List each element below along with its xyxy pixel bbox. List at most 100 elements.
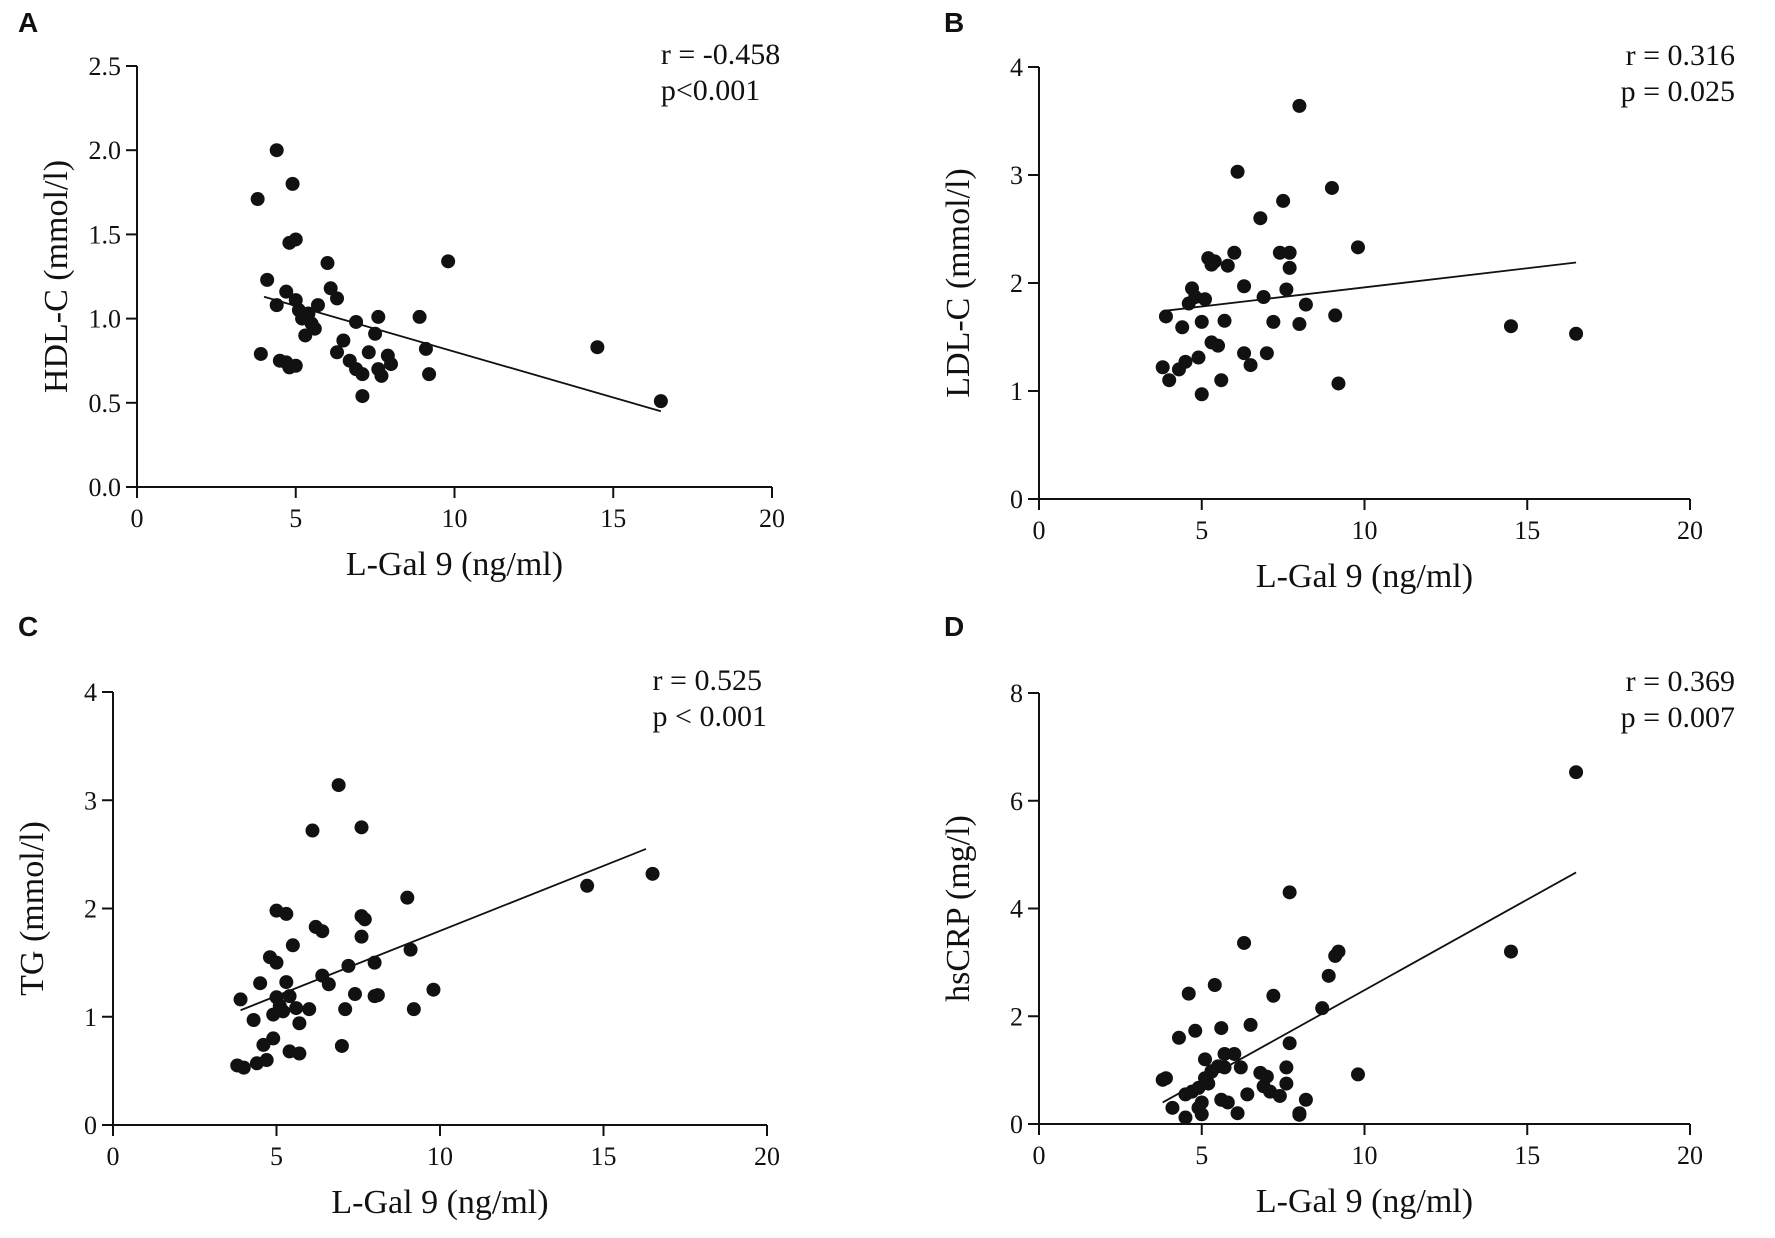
data-point: [233, 992, 248, 1007]
data-point: [1298, 297, 1313, 312]
data-point: [1272, 1088, 1287, 1103]
data-point: [1237, 935, 1252, 950]
data-point: [1171, 1030, 1186, 1045]
data-point: [1569, 765, 1584, 780]
x-axis-title: L-Gal 9 (ng/ml): [1256, 558, 1473, 595]
y-tick-label: 3: [84, 786, 97, 815]
data-point: [269, 955, 284, 970]
data-point: [1266, 314, 1281, 329]
y-tick-label: 0: [1010, 485, 1023, 514]
data-point: [1220, 258, 1235, 273]
data-point: [282, 989, 297, 1004]
y-tick-label: 0.5: [89, 389, 122, 418]
data-point: [347, 987, 362, 1002]
panel-letter: C: [18, 611, 38, 642]
data-point: [1321, 968, 1336, 983]
panel-letter: A: [18, 7, 38, 38]
x-tick-label: 5: [1195, 1141, 1208, 1170]
x-axis-title: L-Gal 9 (ng/ml): [346, 546, 563, 583]
data-point: [645, 866, 660, 881]
data-point: [1279, 1060, 1294, 1075]
stat-p: p<0.001: [661, 74, 760, 107]
data-point: [357, 912, 372, 927]
x-tick-label: 15: [1514, 516, 1540, 545]
data-point: [1331, 944, 1346, 959]
data-point: [276, 1004, 291, 1019]
stat-r: r = 0.316: [1626, 39, 1735, 72]
data-point: [236, 1060, 251, 1075]
data-point: [1207, 978, 1222, 993]
data-point: [1191, 350, 1206, 365]
data-point: [1292, 1106, 1307, 1121]
data-point: [653, 394, 668, 409]
x-tick-label: 0: [1033, 516, 1046, 545]
data-point: [1243, 358, 1258, 373]
y-tick-label: 2.0: [89, 136, 122, 165]
y-axis-title: LDL-C (mmol/l): [940, 168, 977, 397]
data-point: [422, 367, 437, 382]
x-axis-title: L-Gal 9 (ng/ml): [331, 1184, 548, 1221]
data-point: [1214, 373, 1229, 388]
x-tick-label: 5: [1195, 516, 1208, 545]
data-point: [1194, 387, 1209, 402]
data-point: [1259, 346, 1274, 361]
data-point: [1328, 308, 1343, 323]
data-point: [310, 298, 325, 313]
y-tick-label: 2: [1010, 269, 1023, 298]
x-tick-label: 0: [1033, 1141, 1046, 1170]
data-point: [354, 929, 369, 944]
data-point: [259, 1053, 274, 1068]
x-tick-label: 10: [1352, 516, 1378, 545]
data-point: [315, 924, 330, 939]
y-tick-label: 4: [84, 678, 97, 707]
data-point: [426, 982, 441, 997]
y-axis-title: hsCRP (mg/l): [940, 815, 977, 1002]
y-axis-title: HDL-C (mmol/l): [38, 160, 75, 393]
data-point: [418, 341, 433, 356]
stat-p: p = 0.025: [1621, 75, 1735, 108]
regression-line: [1162, 871, 1577, 1104]
stat-p: p = 0.007: [1621, 701, 1735, 734]
data-point: [1198, 292, 1213, 307]
data-point: [349, 314, 364, 329]
data-point: [1240, 1087, 1255, 1102]
x-tick-label: 15: [1514, 1141, 1540, 1170]
data-point: [1233, 1060, 1248, 1075]
data-point: [279, 284, 294, 299]
data-point: [374, 368, 389, 383]
data-point: [288, 232, 303, 247]
x-tick-label: 0: [131, 504, 144, 533]
x-tick-label: 20: [759, 504, 785, 533]
data-point: [1292, 98, 1307, 113]
panel-b: B LDL-C (mmol/l) L-Gal 9 (ng/ml) r = 0.3…: [940, 7, 1735, 595]
panel-letter: D: [944, 611, 964, 642]
data-point: [1324, 180, 1339, 195]
x-tick-label: 10: [1352, 1141, 1378, 1170]
stat-r: r = 0.369: [1626, 665, 1735, 698]
data-point: [1282, 260, 1297, 275]
data-point: [1237, 279, 1252, 294]
data-point: [266, 1031, 281, 1046]
data-point: [354, 820, 369, 835]
y-tick-label: 0.0: [89, 473, 122, 502]
data-point: [292, 1046, 307, 1061]
x-tick-label: 5: [270, 1142, 283, 1171]
data-point: [1279, 282, 1294, 297]
data-point: [334, 1038, 349, 1053]
data-point: [370, 988, 385, 1003]
y-tick-label: 1.5: [89, 220, 122, 249]
data-point: [1188, 1023, 1203, 1038]
data-point: [361, 345, 376, 360]
data-point: [330, 345, 345, 360]
stat-r: r = -0.458: [661, 38, 780, 71]
y-tick-label: 2.5: [89, 52, 122, 81]
data-point: [384, 357, 398, 372]
data-point: [1198, 1052, 1213, 1067]
data-point: [1282, 245, 1297, 260]
data-point: [1256, 290, 1271, 305]
stat-r: r = 0.525: [653, 664, 762, 697]
data-point: [260, 272, 275, 287]
data-point: [1569, 326, 1584, 341]
data-point: [1214, 1021, 1229, 1036]
data-point: [355, 367, 370, 382]
